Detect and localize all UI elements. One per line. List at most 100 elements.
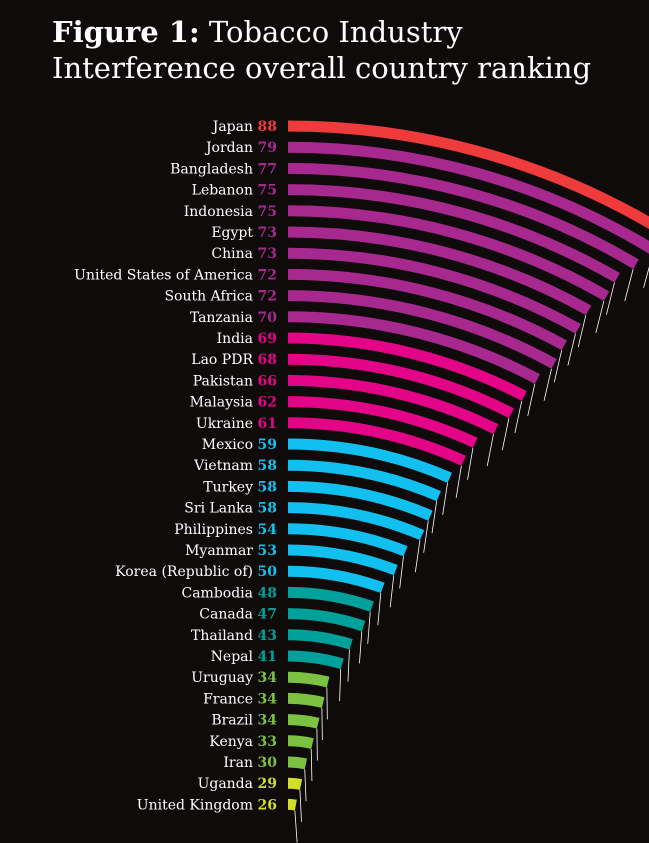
bar-united-states-of-america [287,268,567,351]
chart-title: Figure 1: Tobacco Industry Interference … [52,14,591,86]
bar-philippines [287,523,408,557]
end-tick-vietnam [431,501,438,534]
value-label-iran: 30 [258,755,278,771]
value-label-lao-pdr: 68 [258,352,277,368]
country-label-ukraine: Ukraine [196,416,253,432]
value-label-korea-republic-of: 50 [258,564,278,580]
bar-japan [287,120,649,230]
bar-cambodia [287,586,374,612]
country-label-united-kingdom: United Kingdom [137,797,253,813]
country-label-japan: Japan [211,119,253,135]
bar-iran [287,756,308,770]
country-label-united-states-of-america: United States of America [74,267,253,283]
country-label-uganda: Uganda [198,776,253,792]
bar-malaysia [287,396,478,448]
title-line-2: Interference overall country ranking [52,51,592,85]
country-label-myanmar: Myanmar [185,543,253,559]
country-label-korea-republic-of: Korea (Republic of) [115,564,253,580]
country-label-cambodia: Cambodia [181,585,253,601]
bar-myanmar [287,544,398,576]
bar-pakistan [287,374,499,435]
end-tick-bangladesh [624,268,634,302]
end-tick-korea-republic-of [377,593,382,626]
bar-mexico [287,438,452,483]
bar-uruguay [287,671,330,688]
end-tick-ukraine [455,465,462,498]
value-label-malaysia: 62 [258,395,277,411]
end-tick-tanzania [527,383,536,416]
value-label-japan: 88 [258,119,277,135]
value-label-egypt: 73 [258,225,277,241]
bar-ukraine [287,417,466,466]
end-tick-turkey [423,520,429,553]
value-label-bangladesh: 77 [258,161,277,177]
value-label-uganda: 29 [258,776,277,792]
bar-united-kingdom [287,798,297,811]
bar-uganda [287,777,303,790]
end-tick-canada [359,631,363,664]
country-label-kenya: Kenya [209,734,253,750]
bar-brazil [287,714,320,729]
bar-bangladesh [287,162,639,269]
bar-lao-pdr [287,353,514,419]
value-label-sri-lanka: 58 [258,501,277,517]
figure-number: Figure 1: [52,15,200,49]
value-label-turkey: 58 [258,479,277,495]
country-label-china: China [211,246,253,262]
country-label-nepal: Nepal [211,649,254,665]
bar-lebanon [287,184,620,283]
value-label-france: 34 [258,691,278,707]
country-label-brazil: Brazil [211,713,253,729]
country-label-uruguay: Uruguay [191,670,253,686]
end-tick-thailand [347,649,350,682]
country-label-bangladesh: Bangladesh [170,161,253,177]
end-tick-iran [304,769,307,802]
country-label-south-africa: South Africa [164,289,253,305]
value-label-india: 69 [258,331,277,347]
bar-sri-lanka [287,502,425,541]
bar-tanzania [287,311,540,384]
end-tick-uganda [299,789,302,822]
value-label-lebanon: 75 [258,183,277,199]
bar-india [287,332,527,401]
end-tick-united-states-of-america [553,350,563,383]
value-label-south-africa: 72 [258,289,277,305]
value-label-philippines: 54 [258,522,278,538]
country-label-indonesia: Indonesia [184,204,253,220]
country-label-vietnam: Vietnam [193,458,253,474]
end-tick-kenya [310,748,313,781]
value-label-jordan: 79 [258,140,277,156]
bar-indonesia [287,205,610,301]
end-tick-sri-lanka [414,540,421,573]
bar-kenya [287,735,314,750]
value-label-united-kingdom: 26 [258,797,277,813]
value-label-brazil: 34 [258,713,278,729]
end-tick-cambodia [367,611,371,644]
end-tick-lao-pdr [501,418,510,451]
value-label-canada: 47 [258,607,277,623]
value-label-mexico: 59 [258,437,277,453]
end-tick-lebanon [606,282,615,315]
country-label-iran: Iran [223,755,253,771]
end-tick-india [514,400,523,433]
bar-jordan [287,141,649,254]
country-label-malaysia: Malaysia [190,395,253,411]
bar-korea-republic-of [287,565,385,594]
end-tick-united-kingdom [294,810,298,843]
country-label-jordan: Jordan [204,140,253,156]
value-label-thailand: 43 [258,628,277,644]
end-tick-nepal [339,669,342,702]
country-label-turkey: Turkey [203,479,253,495]
bar-south-africa [287,290,557,369]
end-tick-pakistan [486,434,494,467]
bar-vietnam [287,459,441,502]
end-tick-mexico [442,482,448,515]
country-label-thailand: Thailand [191,628,253,644]
value-label-china: 73 [258,246,277,262]
value-label-myanmar: 53 [258,543,277,559]
bar-china [287,247,581,334]
value-label-kenya: 33 [258,734,277,750]
country-label-sri-lanka: Sri Lanka [184,501,253,517]
value-label-united-states-of-america: 72 [258,267,277,283]
